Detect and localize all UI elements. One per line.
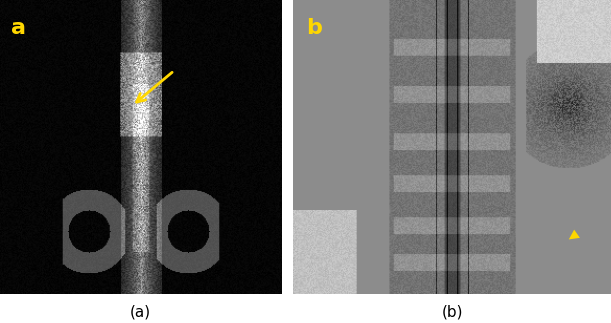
- Text: (b): (b): [441, 305, 463, 320]
- Text: (a): (a): [130, 305, 151, 320]
- Text: b: b: [306, 18, 322, 38]
- Text: a: a: [11, 18, 26, 38]
